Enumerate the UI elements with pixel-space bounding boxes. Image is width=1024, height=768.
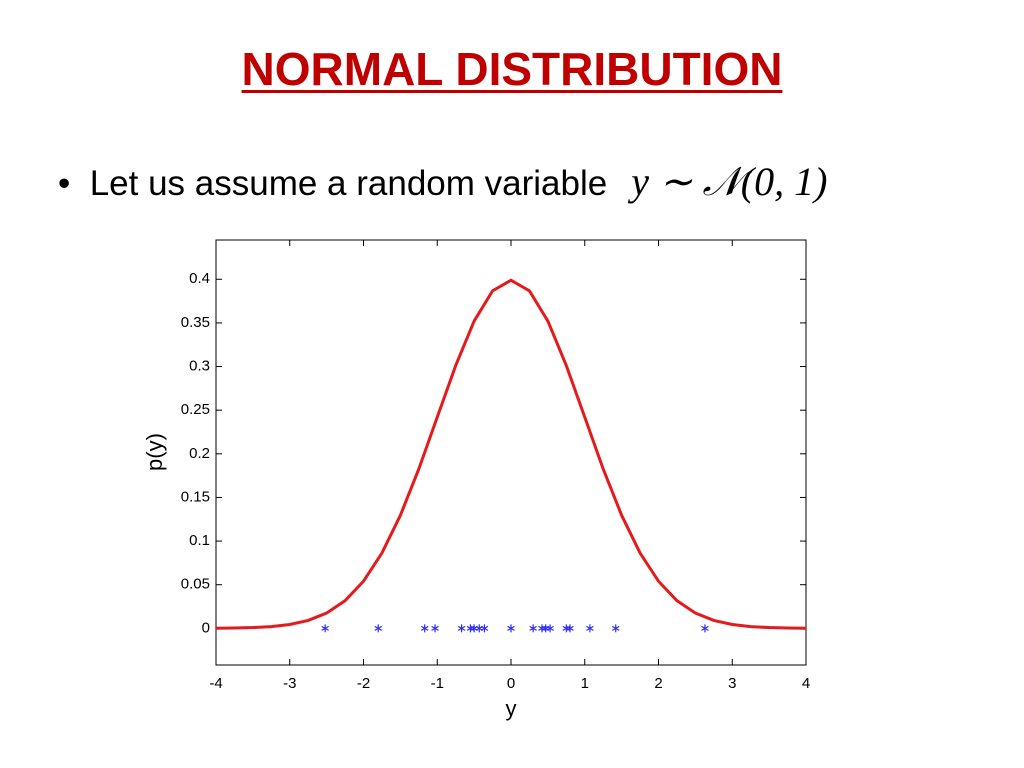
sample-point [566,624,574,633]
x-tick-label: 2 [654,675,662,692]
star-stroke [529,625,537,631]
y-axis-label: p(y) [142,433,167,471]
sample-point [466,624,475,633]
x-tick-label: 4 [802,675,810,692]
y-tick-label: 0.35 [181,314,210,331]
star-stroke [374,625,383,631]
sample-point [586,624,594,633]
sample-point [541,624,550,633]
y-tick-label: 0.4 [189,270,210,287]
x-tick-label: 1 [581,675,589,692]
sample-point [480,624,489,633]
star-stroke [420,625,429,631]
y-tick-label: 0.2 [189,445,210,462]
star-stroke [507,625,515,631]
plot-frame [215,239,807,666]
x-tick-label: -4 [209,675,222,692]
y-tick-label: 0.05 [181,576,210,593]
sample-point [611,624,620,633]
y-tick-label: 0.3 [189,358,210,375]
sample-point [431,624,439,633]
y-tick-label: 0.15 [181,488,210,505]
star-stroke [321,625,329,631]
star-stroke [546,625,554,631]
y-tick-label: 0.1 [189,532,210,549]
star-stroke [566,625,574,631]
star-stroke [701,625,709,631]
math: y ∼ 𝒩(0, 1) [631,159,828,204]
sample-point [470,624,478,633]
slide-title: NORMAL DISTRIBUTION [0,42,1024,96]
star-stroke [586,625,594,631]
y-tick-label: 0 [202,619,210,636]
x-axis-label: y [506,696,517,721]
star-stroke [457,625,466,631]
sample-point [457,624,466,633]
sample-point [538,624,546,633]
curve [215,278,807,630]
sample-point [374,624,383,633]
sample-point [507,624,515,633]
sample-point [701,624,709,633]
sample-point [546,624,554,633]
star-stroke [480,625,489,631]
sample-point [529,624,537,633]
x-tick-label: 0 [507,675,515,692]
x-tick-label: -1 [431,675,444,692]
bullet-text: Let us assume a random variable [89,164,608,203]
x-tick-label: -2 [357,675,370,692]
sample-point [420,624,429,633]
x-tick-label: 3 [728,675,736,692]
sample-point [321,624,329,633]
slide-title-text: NORMAL DISTRIBUTION [241,43,783,95]
bullet: • Let us assume a random variable y ∼ 𝒩(0… [58,159,828,204]
star-stroke [431,625,439,631]
sample-point [475,624,484,633]
y-tick-label: 0.25 [181,401,210,418]
x-tick-label: -3 [283,675,296,692]
sample-point [562,624,571,633]
star-stroke [611,625,620,631]
